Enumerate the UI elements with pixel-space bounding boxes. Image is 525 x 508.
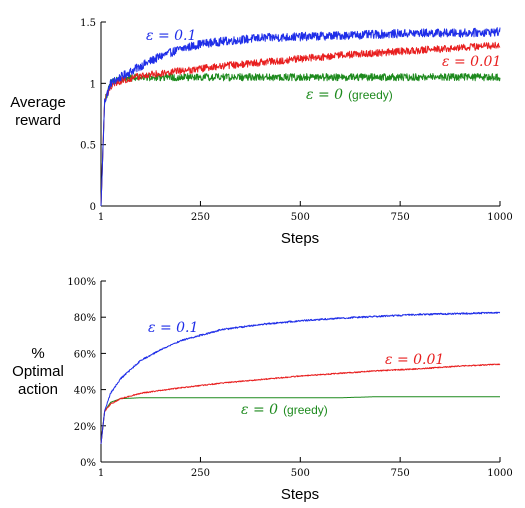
x-tick-label: 250 (191, 468, 210, 479)
y-tick-label: 80% (74, 313, 96, 324)
reward-y-label-line1: Average (10, 94, 66, 111)
x-tick-label: 750 (391, 212, 410, 223)
optimal-label-eps-0.01: ε = 0.01 (385, 352, 444, 368)
series-line (100, 27, 501, 207)
series-line (100, 363, 501, 444)
optimal-label-eps-0.1: ε = 0.1 (148, 320, 198, 336)
series-line (100, 41, 501, 207)
optimal-label-greedy: ε = 0 (greedy) (241, 402, 328, 418)
series-line (100, 396, 501, 444)
optimal-y-label-line3: action (18, 381, 58, 398)
optimal-y-label-line2: Optimal (12, 363, 64, 380)
optimal-x-label: Steps (281, 486, 319, 503)
y-tick-label: 100% (67, 277, 96, 288)
optimal-y-label-line1: % (31, 345, 44, 362)
x-tick-label: 1 (98, 212, 104, 223)
reward-label-greedy: ε = 0 (greedy) (306, 87, 393, 103)
x-tick-label: 1000 (487, 212, 512, 223)
y-tick-label: 60% (74, 349, 96, 360)
y-tick-label: 20% (74, 422, 96, 433)
reward-chart: 0 0.5 1 1.5 1 250 500 750 1000 Average reward S… (10, 18, 513, 247)
reward-x-label: Steps (281, 230, 319, 247)
x-tick-label: 250 (191, 212, 210, 223)
y-tick-label: 1.5 (80, 18, 96, 29)
y-tick-label: 1 (90, 79, 96, 90)
x-tick-label: 750 (391, 468, 410, 479)
y-tick-label: 0.5 (80, 141, 96, 152)
reward-y-label-line2: reward (15, 112, 61, 129)
y-tick-label: 0 (90, 202, 96, 213)
x-tick-label: 500 (291, 212, 310, 223)
x-tick-label: 1000 (487, 468, 512, 479)
x-tick-label: 1 (98, 468, 104, 479)
x-tick-label: 500 (291, 468, 310, 479)
reward-label-eps-0.1: ε = 0.1 (146, 28, 196, 44)
series-line (100, 311, 501, 444)
series-line (100, 73, 501, 207)
optimal-action-chart: 0% 20% 40% 60% 80% 100% 1 250 500 750 1000 % Opti… (12, 277, 513, 503)
y-tick-label: 40% (74, 386, 96, 397)
reward-label-eps-0.01: ε = 0.01 (442, 54, 501, 70)
y-tick-label: 0% (80, 458, 96, 469)
